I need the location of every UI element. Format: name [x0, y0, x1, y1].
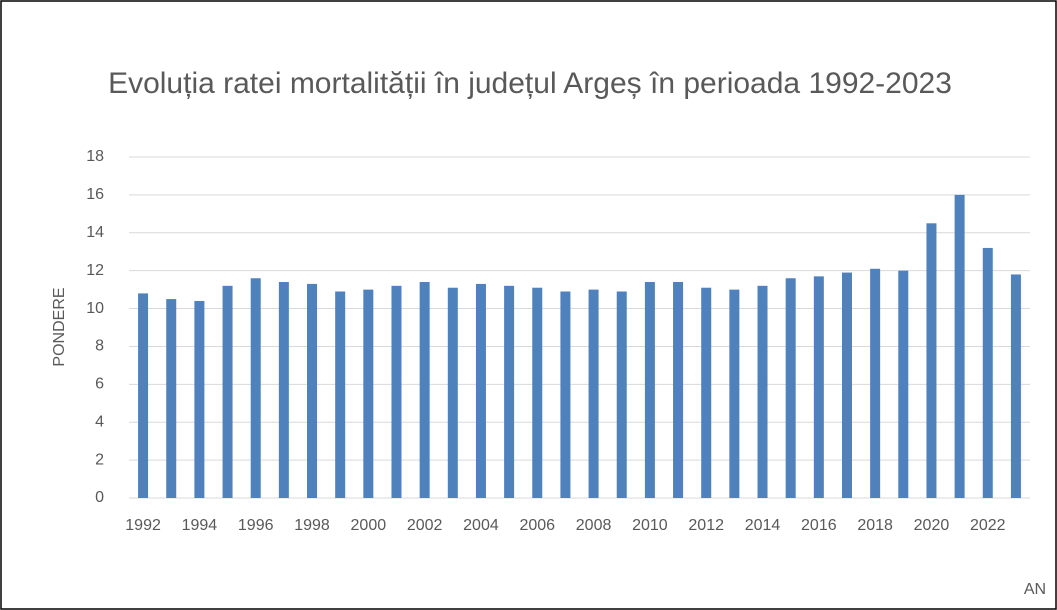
y-tick-label: 0 [95, 489, 104, 506]
bar [954, 194, 965, 498]
x-tick-label: 2014 [745, 517, 781, 534]
bar [307, 283, 318, 498]
bar [898, 270, 909, 498]
bar [757, 285, 768, 498]
x-tick-label: 1998 [294, 517, 330, 534]
bar [363, 289, 374, 498]
x-tick-label: 2010 [632, 517, 668, 534]
y-tick-label: 8 [95, 338, 104, 355]
bar [391, 285, 402, 498]
y-tick-label: 12 [86, 262, 104, 279]
bar [504, 285, 515, 498]
x-tick-label: 2002 [407, 517, 443, 534]
bar [588, 289, 599, 498]
bar [785, 278, 796, 498]
x-tick-label: 2016 [801, 517, 837, 534]
bar [926, 223, 937, 499]
y-tick-label: 14 [86, 224, 104, 241]
bar [841, 272, 852, 498]
x-tick-label: 2012 [688, 517, 724, 534]
bar [673, 282, 684, 498]
bar [194, 300, 205, 498]
bar [532, 287, 543, 498]
bar [475, 283, 486, 498]
x-tick-label: 2004 [463, 517, 499, 534]
bar [560, 291, 571, 498]
bar [335, 291, 346, 498]
bar [1010, 274, 1021, 498]
bar [729, 289, 740, 498]
y-axis-label: PONDERE [51, 287, 68, 366]
y-tick-label: 2 [95, 451, 104, 468]
x-tick-label: 2022 [970, 517, 1006, 534]
bar [616, 291, 627, 498]
x-axis-label: AN [1024, 581, 1046, 598]
bar [278, 282, 289, 498]
x-tick-label: 2006 [519, 517, 555, 534]
x-tick-label: 2018 [857, 517, 893, 534]
x-tick-label: 1994 [182, 517, 218, 534]
x-tick-label: 1992 [125, 517, 161, 534]
bar [447, 287, 458, 498]
bar [222, 285, 233, 498]
x-tick-label: 1996 [238, 517, 274, 534]
bar [419, 282, 430, 498]
bar [982, 247, 993, 498]
bar [813, 276, 824, 498]
x-tick-label: 2020 [914, 517, 950, 534]
y-tick-label: 18 [86, 148, 104, 165]
bar [138, 293, 149, 498]
x-tick-label: 2000 [351, 517, 387, 534]
bar [166, 299, 177, 498]
chart-title: Evoluția ratei mortalității în județul A… [108, 67, 952, 100]
y-tick-label: 4 [95, 413, 104, 430]
y-tick-label: 10 [86, 300, 104, 317]
bar [701, 287, 712, 498]
bar [644, 282, 655, 498]
x-tick-label: 2008 [576, 517, 612, 534]
y-tick-label: 6 [95, 376, 104, 393]
bar [250, 278, 261, 498]
bar [870, 268, 881, 498]
y-tick-label: 16 [86, 186, 104, 203]
